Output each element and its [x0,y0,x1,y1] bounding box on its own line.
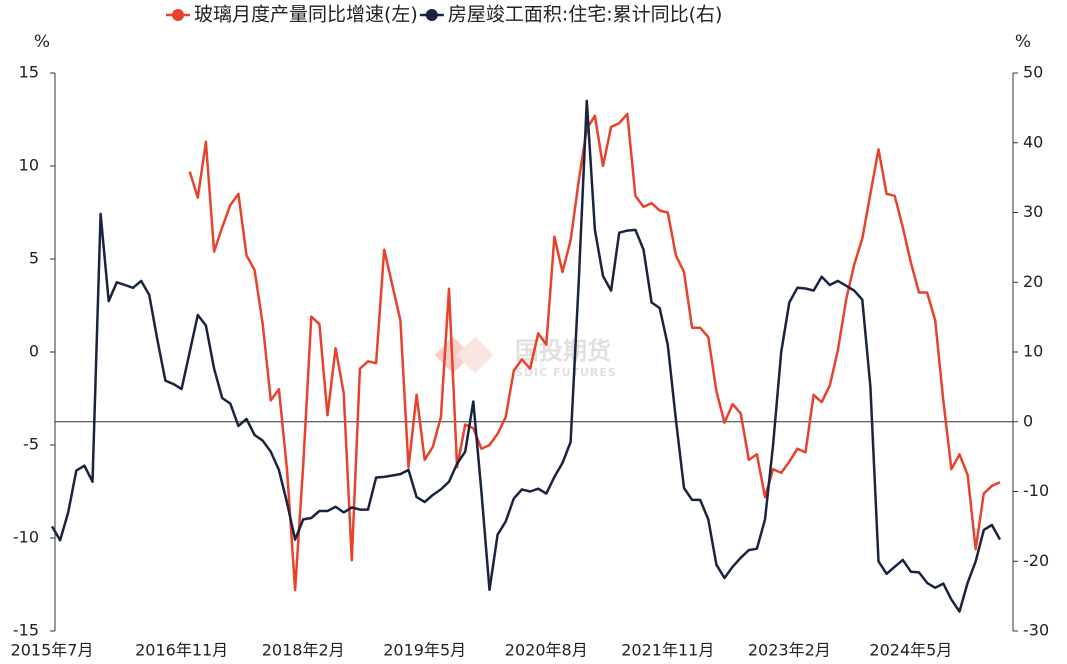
watermark-text: 国投期货 [515,337,611,365]
y2-tick-label: -30 [1023,621,1049,640]
y2-tick-label: -10 [1023,481,1049,500]
y2-tick-label: 0 [1023,411,1033,430]
x-tick-label: 2020年8月 [505,641,588,660]
y-tick-label: -10 [13,528,39,547]
y-unit: % [34,32,50,52]
legend-label: 房屋竣工面积:住宅:累计同比(右) [448,4,723,26]
x-tick-label: 2023年2月 [748,641,831,660]
y-tick-label: -5 [23,435,39,454]
x-tick-label: 2021年11月 [621,641,714,660]
y-tick-label: -15 [13,621,39,640]
y-tick-label: 15 [19,63,39,82]
watermark: 国投期货 SDIC FUTURES [434,336,617,379]
x-tick-label: 2018年2月 [262,641,345,660]
watermark-logo [456,336,494,374]
y2-tick-label: 10 [1023,342,1043,361]
watermark-subtext: SDIC FUTURES [515,366,617,379]
y2-tick-label: 30 [1023,202,1043,221]
x-tick-label: 2015年7月 [11,641,94,660]
y-tick-label: 5 [29,249,39,268]
y2-unit: % [1015,32,1031,52]
x-tick-label: 2019年5月 [383,641,466,660]
legend-marker [172,9,184,21]
y2-tick-label: 20 [1023,272,1043,291]
x-tick-label: 2016年11月 [135,641,228,660]
y2-tick-label: 50 [1023,63,1043,82]
y2-tick-label: -20 [1023,551,1049,570]
y2-tick-label: 40 [1023,132,1043,151]
y-tick-label: 10 [19,156,39,175]
legend-label: 玻璃月度产量同比增速(左) [194,4,418,26]
series-line [188,112,1001,592]
legend-marker [425,9,438,21]
series-line [50,99,1002,613]
x-tick-label: 2024年5月 [869,641,952,660]
y-tick-label: 0 [29,342,39,361]
